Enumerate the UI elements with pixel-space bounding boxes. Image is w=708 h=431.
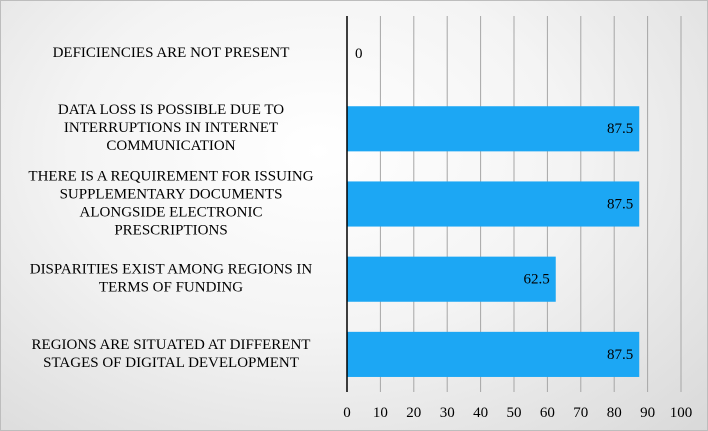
x-tick-label: 30	[440, 405, 455, 421]
category-label-line: THERE IS A REQUIREMENT FOR ISSUING	[28, 168, 313, 184]
x-tick-label: 60	[540, 405, 555, 421]
data-label: 87.5	[607, 121, 633, 137]
category-label-line: ALONGSIDE ELECTRONIC	[80, 204, 263, 220]
category-label-line: DISPARITIES EXIST AMONG REGIONS IN	[30, 262, 313, 278]
category-label-line: COMMUNICATION	[106, 138, 235, 154]
category-label: THERE IS A REQUIREMENT FOR ISSUING SUPPLE…	[28, 168, 313, 238]
category-label-line: TERMS OF FUNDING	[99, 280, 243, 296]
category-label-line: PRESCRIPTIONS	[114, 222, 227, 238]
category-label: DEFICIENCIES ARE NOT PRESENT	[53, 45, 290, 61]
x-tick-label: 20	[406, 405, 421, 421]
data-label: 87.5	[607, 347, 633, 363]
category-label: DATA LOSS IS POSSIBLE DUE TO INTERRUPTION…	[58, 102, 284, 154]
data-label: 87.5	[607, 196, 633, 212]
bar	[347, 106, 640, 152]
x-tick-label: 100	[670, 405, 693, 421]
bar	[347, 181, 640, 227]
x-tick-label: 80	[607, 405, 622, 421]
category-label-line: REGIONS ARE SITUATED AT DIFFERENT	[32, 337, 311, 353]
x-tick-label: 50	[507, 405, 522, 421]
category-label-line: DATA LOSS IS POSSIBLE DUE TO	[58, 102, 284, 118]
x-tick-label: 70	[573, 405, 588, 421]
category-label-line: INTERRUPTIONS IN INTERNET	[64, 120, 278, 136]
x-tick-label: 10	[373, 405, 388, 421]
category-label-line: STAGES OF DIGITAL DEVELOPMENT	[43, 355, 299, 371]
x-tick-label: 0	[343, 405, 351, 421]
bar	[347, 331, 640, 377]
bar	[347, 256, 556, 302]
category-label: DISPARITIES EXIST AMONG REGIONS IN TERMS …	[30, 262, 313, 296]
x-tick-label: 40	[473, 405, 488, 421]
x-tick-label: 90	[640, 405, 655, 421]
category-label-line: SUPPLEMENTARY DOCUMENTS	[60, 186, 283, 202]
data-label: 62.5	[524, 272, 550, 288]
category-label: REGIONS ARE SITUATED AT DIFFERENT STAGES …	[32, 337, 311, 371]
data-label: 0	[355, 46, 363, 62]
category-label-line: DEFICIENCIES ARE NOT PRESENT	[53, 45, 290, 61]
